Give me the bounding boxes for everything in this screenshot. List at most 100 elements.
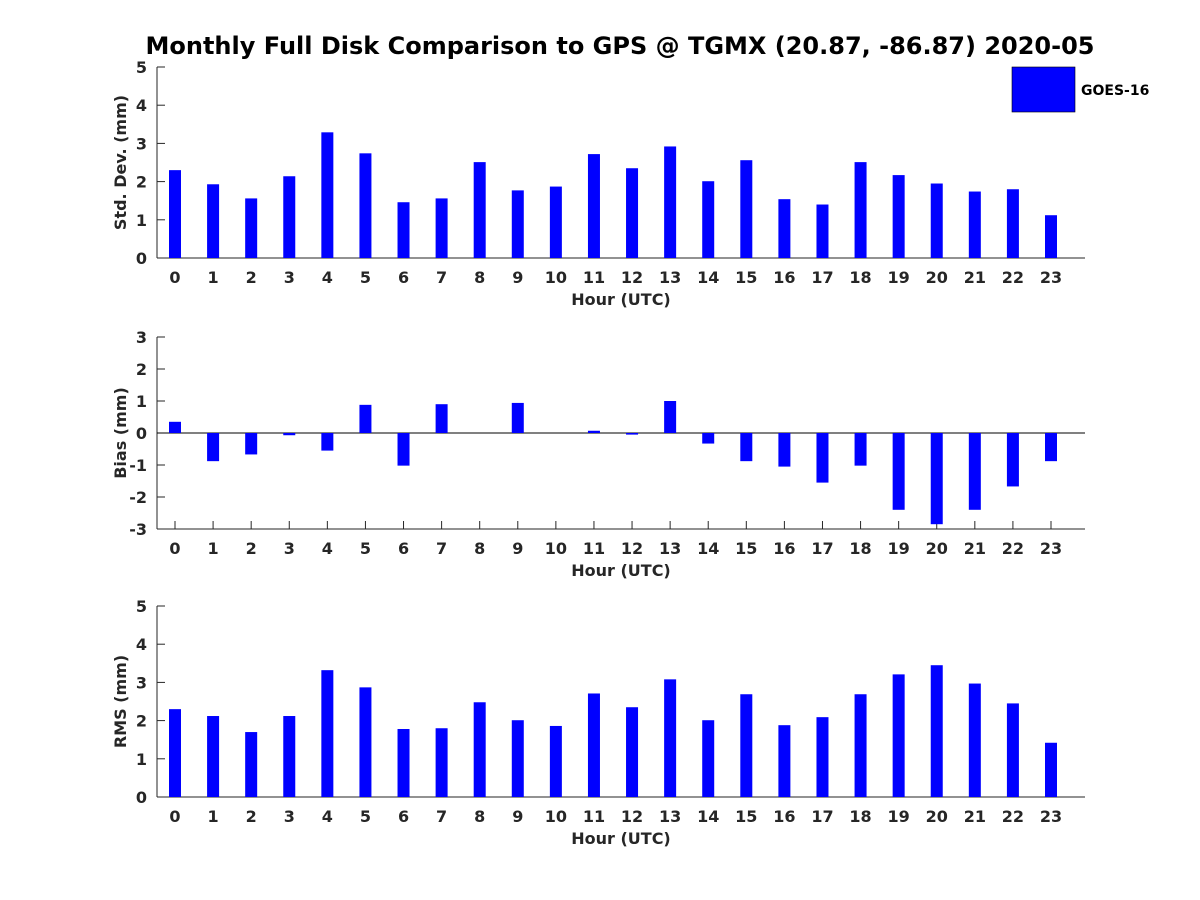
bar-hour-21 [968,191,981,258]
x-tick-label: 21 [964,807,986,826]
bar-hour-6 [397,202,410,258]
bar-hour-3 [283,176,296,258]
bar-hour-20 [930,665,943,797]
x-tick-label: 10 [545,539,567,558]
x-tick-label: 22 [1002,539,1024,558]
x-tick-label: 19 [888,539,910,558]
bar-hour-16 [778,725,791,797]
x-tick-label: 12 [621,807,643,826]
bar-hour-0 [169,421,181,433]
x-tick-label: 22 [1002,268,1024,287]
bar-hour-9 [511,720,524,797]
y-tick-label: 0 [136,249,147,268]
x-tick-label: 5 [360,268,371,287]
y-tick-label: 1 [136,392,147,411]
x-tick-label: 4 [322,807,333,826]
bar-hour-8 [473,162,486,258]
bar-hour-23 [1045,215,1057,258]
bar-hour-14 [702,433,715,444]
bar-hour-5 [359,687,372,797]
x-tick-label: 21 [964,539,986,558]
bar-hour-22 [1006,703,1019,797]
x-tick-label: 9 [512,539,523,558]
x-tick-label: 17 [811,539,833,558]
x-tick-label: 8 [474,807,485,826]
y-tick-label: 2 [136,173,147,192]
legend-label: GOES-16 [1081,83,1149,99]
bar-hour-11 [587,693,600,797]
y-tick-label: 4 [136,96,147,115]
bar-hour-12 [626,168,639,258]
x-tick-label: 23 [1040,539,1062,558]
bar-hour-0 [169,170,181,258]
bar-hour-13 [664,679,677,797]
bar-hour-5 [359,404,372,433]
bar-hour-3 [283,433,296,436]
bar-hour-6 [397,729,410,797]
bar-hour-21 [968,683,981,797]
x-tick-label: 15 [735,807,757,826]
bar-hour-17 [816,204,829,258]
x-tick-label: 3 [284,539,295,558]
bar-hour-19 [892,175,905,258]
x-tick-label: 12 [621,268,643,287]
x-tick-label: 6 [398,539,409,558]
x-tick-label: 11 [583,539,605,558]
chart-title: Monthly Full Disk Comparison to GPS @ TG… [146,32,1095,60]
bar-hour-20 [930,433,943,525]
x-tick-label: 2 [246,539,257,558]
x-tick-label: 13 [659,539,681,558]
y-tick-label: 1 [136,211,147,230]
x-tick-label: 13 [659,807,681,826]
x-tick-label: 7 [436,807,447,826]
bar-hour-22 [1006,433,1019,487]
x-tick-label: 15 [735,268,757,287]
bar-hour-16 [778,199,791,258]
bar-hour-10 [549,186,562,258]
bar-hour-18 [854,694,867,797]
y-tick-label: -3 [129,520,147,539]
bar-hour-4 [321,670,334,797]
x-tick-label: 14 [697,539,719,558]
y-tick-label: -2 [129,488,147,507]
x-tick-label: 14 [697,268,719,287]
x-tick-label: 1 [208,539,219,558]
x-tick-label: 9 [512,268,523,287]
y-tick-label: -1 [129,456,147,475]
x-tick-label: 0 [169,268,180,287]
x-tick-label: 18 [849,539,871,558]
x-axis-label: Hour (UTC) [571,290,671,309]
x-tick-label: 21 [964,268,986,287]
y-axis-label: Bias (mm) [111,387,130,479]
bar-hour-9 [511,402,524,433]
bar-hour-4 [321,433,334,451]
bar-hour-1 [207,433,220,462]
bar-hour-20 [930,183,943,258]
bar-hour-5 [359,153,372,258]
y-tick-label: 3 [136,134,147,153]
bar-hour-13 [664,146,677,258]
bar-hour-15 [740,433,753,462]
y-tick-label: 2 [136,360,147,379]
bar-hour-9 [511,190,524,258]
x-tick-label: 1 [208,268,219,287]
x-tick-label: 20 [926,807,948,826]
bar-hour-11 [587,154,600,258]
x-tick-label: 6 [398,268,409,287]
x-tick-label: 2 [246,268,257,287]
x-tick-label: 20 [926,539,948,558]
x-tick-label: 5 [360,539,371,558]
y-axis-label: RMS (mm) [111,655,130,748]
x-tick-label: 3 [284,268,295,287]
bar-hour-18 [854,433,867,466]
x-tick-label: 18 [849,268,871,287]
bar-hour-7 [435,198,448,258]
x-tick-label: 8 [474,268,485,287]
y-tick-label: 0 [136,424,147,443]
x-axis-label: Hour (UTC) [571,829,671,848]
legend-swatch [1011,66,1076,113]
